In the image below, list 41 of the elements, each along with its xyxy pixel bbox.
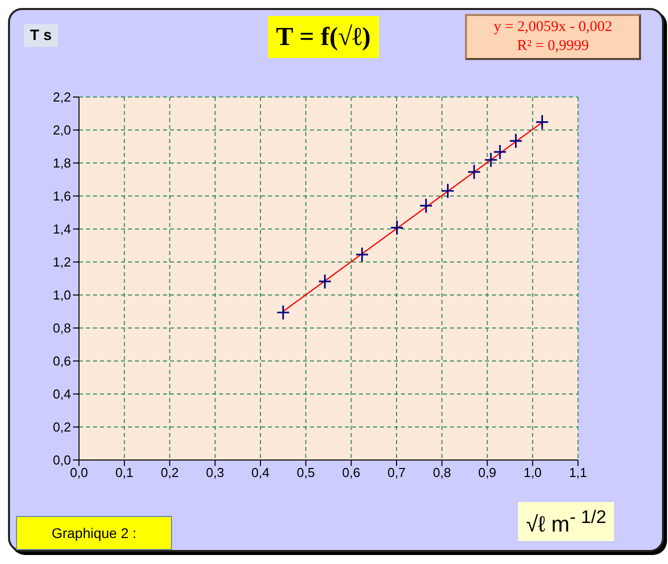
x-tick-label: 0,7 [388, 465, 406, 480]
point [509, 133, 523, 149]
x-tick-label: 1,0 [524, 465, 542, 480]
y-tick-label: 1,2 [52, 254, 71, 270]
x-tick-label: 1,1 [568, 465, 588, 480]
x-tick-label: 0,1 [115, 465, 134, 480]
x-axis-title: √ℓ m$^{- 1/2}$ [518, 502, 614, 542]
x-tick-label: 0,6 [342, 465, 360, 480]
x-tick-label: 0,2 [160, 465, 179, 480]
y-tick-label: 1,4 [52, 222, 71, 237]
y-tick-label: 2,2 [52, 90, 71, 105]
y-tick-label: 2,0 [52, 122, 71, 138]
point [535, 114, 549, 130]
point [467, 164, 481, 180]
point [276, 304, 290, 320]
y-tick-label: 0,2 [52, 420, 71, 435]
y-tick-label: 1,6 [52, 188, 71, 204]
x-tick-label: 0,5 [296, 465, 315, 480]
y-tick-label: 0,6 [52, 354, 71, 369]
text: Graphique 2 : [16, 516, 172, 550]
text: R² = 0,9999 [516, 37, 590, 56]
point [390, 220, 404, 236]
x-tick-label: 0,0 [70, 465, 88, 480]
x-tick-label: 0,9 [478, 465, 496, 480]
point [441, 183, 455, 199]
point [355, 246, 369, 262]
point [484, 152, 498, 168]
y-tick-label: 1,8 [52, 156, 71, 171]
text: y = 2,0059x - 0,002 [492, 18, 614, 37]
point [318, 274, 332, 290]
x-tick-label: 0,8 [432, 465, 451, 480]
y-tick-label: 1,0 [52, 288, 71, 303]
y-tick-label: 0,8 [52, 320, 71, 336]
x-tick-label: 0,3 [206, 465, 224, 480]
y-tick-label: 0,0 [52, 452, 71, 468]
x-tick-label: 0,4 [251, 465, 270, 480]
point [493, 144, 507, 160]
point [419, 198, 433, 214]
y-axis-title: T s [24, 24, 58, 47]
chart-title: T = f(√ℓ) [268, 16, 379, 58]
y-tick-label: 0,4 [52, 386, 71, 402]
